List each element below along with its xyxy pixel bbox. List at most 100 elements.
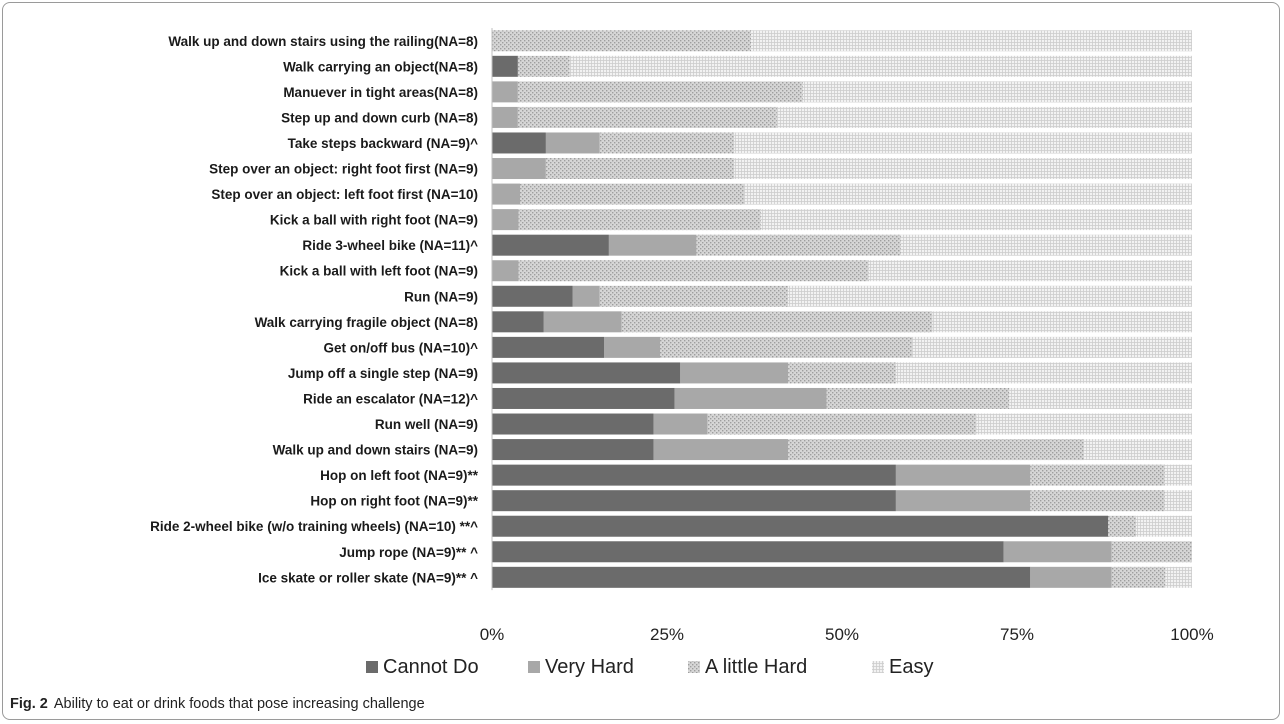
bar-segment-a-little-hard	[518, 260, 869, 282]
category-label: Walk up and down stairs using the railin…	[168, 34, 478, 49]
category-label: Jump off a single step (NA=9)	[288, 366, 478, 381]
bar-segment-a-little-hard	[696, 234, 901, 256]
category-label: Ride 3-wheel bike (NA=11)^	[302, 238, 478, 253]
category-label: Manuever in tight areas(NA=8)	[283, 85, 478, 100]
bar-segment-very-hard	[492, 106, 518, 128]
category-label: Step over an object: right foot first (N…	[209, 162, 478, 177]
bar-segment-very-hard	[895, 464, 1031, 486]
category-label: Kick a ball with left foot (NA=9)	[280, 264, 478, 279]
bar-segment-very-hard	[492, 260, 519, 282]
bar-segment-very-hard	[895, 490, 1031, 512]
x-tick-label: 50%	[825, 625, 859, 644]
category-label: Ride 2-wheel bike (w/o training wheels) …	[150, 519, 478, 534]
bar-segment-a-little-hard	[788, 439, 1085, 461]
bar-segment-easy	[868, 260, 1192, 282]
legend-label: Easy	[889, 656, 933, 678]
category-label: Jump rope (NA=9)** ^	[339, 545, 478, 560]
bar-segment-easy	[900, 234, 1192, 256]
bar-segment-cannot-do	[492, 490, 896, 512]
bar-segment-easy	[895, 362, 1192, 384]
bar-segment-very-hard	[653, 439, 789, 461]
bar-segment-a-little-hard	[621, 311, 933, 333]
bar-segment-very-hard	[492, 81, 518, 103]
bar-segment-easy	[776, 106, 1192, 128]
category-label: Run (NA=9)	[404, 289, 478, 304]
bar-segment-cannot-do	[492, 311, 544, 333]
category-label: Hop on right foot (NA=9)**	[310, 494, 478, 509]
x-tick-label: 75%	[1000, 625, 1034, 644]
bar-segment-a-little-hard	[788, 362, 896, 384]
bar-segment-cannot-do	[492, 55, 518, 77]
bar-segment-very-hard	[1030, 566, 1112, 588]
category-label: Take steps backward (NA=9)^	[288, 136, 478, 151]
category-label: Get on/off bus (NA=10)^	[323, 340, 478, 355]
legend-swatch	[688, 661, 700, 673]
bar-segment-very-hard	[545, 132, 600, 154]
bar-segment-easy	[744, 183, 1192, 205]
figure-caption: Fig. 2 Ability to eat or drink foods that…	[10, 696, 425, 712]
bar-segment-easy	[1164, 490, 1192, 512]
bar-segment-very-hard	[492, 158, 546, 180]
bar-segment-easy	[760, 209, 1192, 231]
bar-segment-a-little-hard	[707, 413, 977, 435]
figure-caption-label: Fig. 2	[10, 696, 48, 712]
bar-segment-cannot-do	[492, 566, 1031, 588]
bar-segment-very-hard	[604, 336, 660, 358]
x-tick-label: 100%	[1170, 625, 1213, 644]
bar-segment-easy	[912, 336, 1192, 358]
bar-segment-a-little-hard	[545, 158, 735, 180]
legend: Cannot Do Very Hard A little Hard Easy	[366, 656, 933, 678]
bar-segment-cannot-do	[492, 285, 573, 307]
bar-segment-easy	[932, 311, 1192, 333]
category-label: Kick a ball with right foot (NA=9)	[270, 213, 478, 228]
category-label: Hop on left foot (NA=9)**	[320, 468, 479, 483]
bar-segment-easy	[1009, 387, 1192, 409]
category-label: Step over an object: left foot first (NA…	[211, 187, 478, 202]
bar-segment-easy	[734, 132, 1192, 154]
bar-segment-a-little-hard	[517, 81, 803, 103]
bar-segment-a-little-hard	[599, 132, 735, 154]
bar-segment-easy	[569, 55, 1192, 77]
bar-segment-a-little-hard	[599, 285, 789, 307]
bar-segment-cannot-do	[492, 234, 609, 256]
bar-segment-easy	[1165, 566, 1192, 588]
bar-segment-cannot-do	[492, 413, 654, 435]
bar-segment-easy	[751, 30, 1192, 52]
bar-segment-very-hard	[492, 209, 519, 231]
bar-segment-cannot-do	[492, 387, 675, 409]
figure-caption-text: Ability to eat or drink foods that pose …	[53, 696, 425, 712]
bar-segment-cannot-do	[492, 541, 1004, 563]
bar-segment-a-little-hard	[1108, 515, 1136, 537]
bar-segment-easy	[734, 158, 1192, 180]
bar-segment-cannot-do	[492, 336, 604, 358]
bar-segment-a-little-hard	[492, 30, 751, 52]
bar-segment-very-hard	[543, 311, 622, 333]
bar-segment-a-little-hard	[660, 336, 912, 358]
bar-segment-a-little-hard	[1111, 541, 1192, 563]
bar-segment-a-little-hard	[517, 55, 570, 77]
bar-segment-a-little-hard	[1030, 490, 1165, 512]
bar-segment-very-hard	[572, 285, 600, 307]
category-label: Walk carrying an object(NA=8)	[283, 59, 478, 74]
legend-label: Cannot Do	[383, 656, 479, 678]
bar-segment-very-hard	[1003, 541, 1112, 563]
bars-layer	[491, 28, 1192, 591]
bar-segment-a-little-hard	[520, 183, 744, 205]
bar-segment-a-little-hard	[826, 387, 1010, 409]
category-label: Step up and down curb (NA=8)	[281, 110, 478, 125]
legend-swatch	[366, 661, 378, 673]
category-label: Walk up and down stairs (NA=9)	[273, 443, 478, 458]
bar-segment-easy	[802, 81, 1192, 103]
legend-swatch	[528, 661, 540, 673]
x-axis-ticks: 0% 25% 50% 75% 100%	[480, 625, 1214, 644]
category-label: Run well (NA=9)	[375, 417, 478, 432]
bar-segment-a-little-hard	[1030, 464, 1165, 486]
bar-segment-cannot-do	[492, 362, 681, 384]
bar-segment-a-little-hard	[518, 209, 761, 231]
bar-segment-easy	[1084, 439, 1192, 461]
bar-segment-cannot-do	[492, 515, 1108, 537]
legend-label: A little Hard	[705, 656, 807, 678]
bar-segment-very-hard	[680, 362, 789, 384]
